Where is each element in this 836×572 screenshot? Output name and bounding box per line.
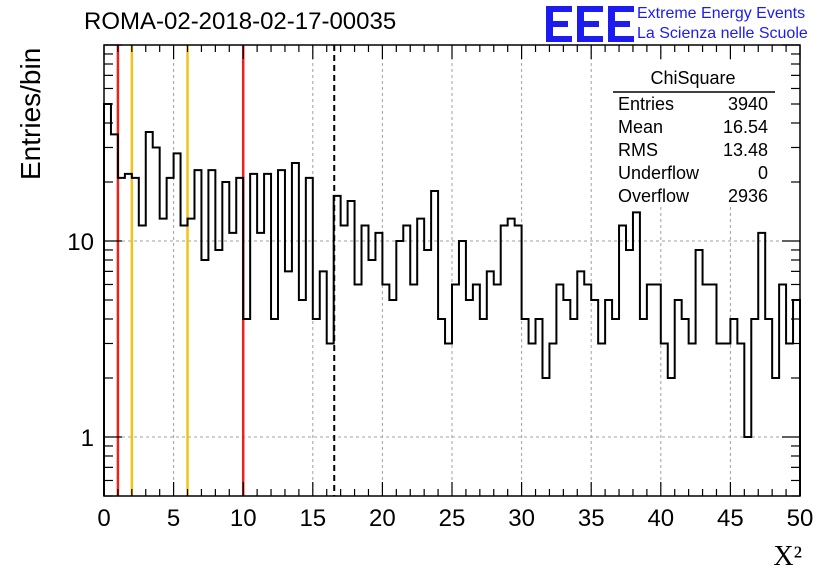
stats-box: ChiSquare Entries 3940 Mean 16.54 RMS 13.48 Un… — [609, 62, 777, 207]
stats-label: RMS — [618, 140, 658, 160]
x-tick-label: 45 — [717, 505, 744, 532]
y-tick-label: 10 — [67, 229, 94, 256]
reference-lines — [116, 45, 336, 496]
stats-rows: Entries 3940 Mean 16.54 RMS 13.48 Underflow 0 Ov… — [618, 94, 768, 206]
stats-value: 13.48 — [723, 140, 768, 160]
x-tick-label: 25 — [439, 505, 466, 532]
x-tick-label: 10 — [230, 505, 257, 532]
axis-ticks — [103, 44, 801, 497]
stats-value: 16.54 — [723, 117, 768, 137]
project-line-1: Extreme Energy Events — [637, 5, 806, 22]
stats-value: 3940 — [728, 94, 768, 114]
x-tick-label: 15 — [299, 505, 326, 532]
x-tick-label: 20 — [369, 505, 396, 532]
y-axis-label: Entries/bin — [15, 48, 46, 180]
project-line-2: La Scienza nelle Scuole — [637, 25, 808, 42]
stats-label: Overflow — [618, 186, 690, 206]
stats-label: Underflow — [618, 163, 700, 183]
stats-value: 0 — [758, 163, 768, 183]
x-tick-label: 40 — [647, 505, 674, 532]
grid-lines — [104, 45, 800, 496]
x-tick-label: 35 — [578, 505, 605, 532]
x-tick-label: 0 — [97, 505, 110, 532]
stats-name: ChiSquare — [650, 68, 735, 88]
x-tick-label: 30 — [508, 505, 535, 532]
x-tick-label: 5 — [167, 505, 180, 532]
chart-title: ROMA-02-2018-02-17-00035 — [84, 8, 397, 35]
x-axis-label: X² — [773, 541, 802, 572]
project-name: Extreme Energy Events La Scienza nelle S… — [637, 4, 808, 44]
x-tick-label: 50 — [787, 505, 814, 532]
y-tick-label: 1 — [81, 425, 94, 452]
stats-value: 2936 — [728, 186, 768, 206]
tick-labels: 0 5 10 15 20 25 30 35 40 45 50 1 10 — [67, 229, 813, 532]
histogram-outline — [103, 103, 801, 496]
stats-label: Mean — [618, 117, 663, 137]
eee-logo — [546, 6, 634, 42]
stats-label: Entries — [618, 94, 674, 114]
